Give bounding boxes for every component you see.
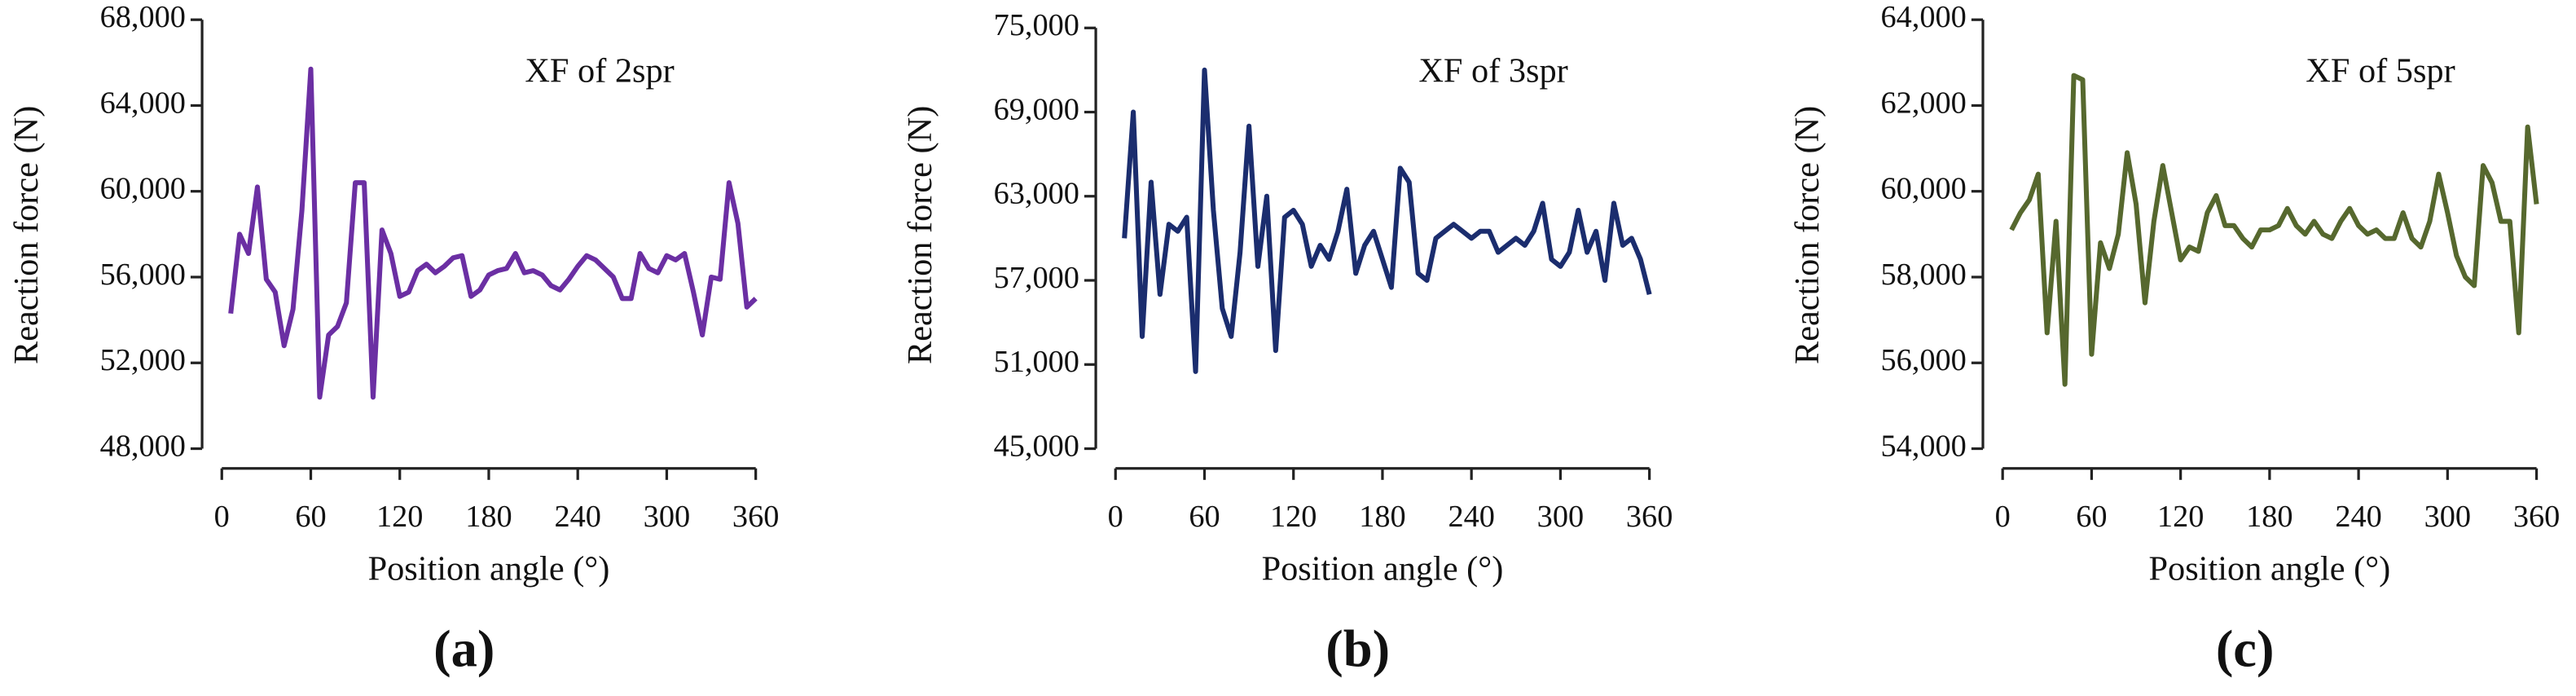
x-tick-label: 360 <box>732 500 779 534</box>
y-axis-label: Reaction force (N) <box>901 106 939 364</box>
x-tick-label: 120 <box>2157 500 2204 534</box>
panel-label: (a) <box>433 619 495 677</box>
x-tick-label: 0 <box>1108 500 1123 534</box>
y-axis-label: Reaction force (N) <box>1788 106 1826 364</box>
y-tick-label: 56,000 <box>1880 343 1966 377</box>
y-tick-label: 45,000 <box>994 429 1079 463</box>
x-tick-label: 180 <box>2246 500 2292 534</box>
line-series <box>1122 67 1652 374</box>
x-tick-label: 60 <box>2076 500 2107 534</box>
chart-title: XF of 5spr <box>2306 51 2455 90</box>
x-axis-label: Position angle (°) <box>2149 549 2391 588</box>
x-tick-label: 60 <box>295 500 326 534</box>
y-tick-label: 62,000 <box>1880 86 1966 120</box>
chart-title: XF of 3spr <box>1418 51 1567 90</box>
x-tick-label: 240 <box>2335 500 2381 534</box>
y-tick-label: 69,000 <box>994 92 1079 126</box>
y-tick-label: 56,000 <box>100 258 186 292</box>
y-tick-label: 68,000 <box>100 0 186 34</box>
y-tick-label: 75,000 <box>994 8 1079 42</box>
x-tick-label: 360 <box>2513 500 2560 534</box>
y-tick-label: 48,000 <box>100 429 186 463</box>
x-tick-label: 0 <box>214 500 230 534</box>
line-series <box>2009 73 2539 387</box>
x-tick-label: 240 <box>1448 500 1494 534</box>
y-tick-label: 64,000 <box>100 86 186 120</box>
x-tick-label: 180 <box>1359 500 1405 534</box>
panel-label: (b) <box>1325 619 1390 677</box>
x-tick-label: 60 <box>1189 500 1220 534</box>
y-tick-label: 60,000 <box>1880 172 1966 206</box>
y-tick-label: 52,000 <box>100 343 186 377</box>
y-tick-label: 51,000 <box>994 345 1079 379</box>
line-series <box>228 66 758 400</box>
x-tick-label: 240 <box>554 500 600 534</box>
x-tick-label: 120 <box>1270 500 1317 534</box>
x-axis-label: Position angle (°) <box>1262 549 1504 588</box>
x-tick-label: 120 <box>376 500 423 534</box>
x-tick-label: 300 <box>644 500 690 534</box>
y-axis-label: Reaction force (N) <box>7 106 46 364</box>
chart-title: XF of 2spr <box>525 51 674 90</box>
y-tick-label: 60,000 <box>100 172 186 206</box>
y-tick-label: 63,000 <box>994 177 1079 211</box>
y-tick-label: 54,000 <box>1880 429 1966 463</box>
x-axis-label: Position angle (°) <box>368 549 610 588</box>
x-tick-label: 300 <box>1537 500 1584 534</box>
x-tick-label: 0 <box>1995 500 2011 534</box>
y-tick-label: 57,000 <box>994 261 1079 295</box>
x-tick-label: 300 <box>2424 500 2471 534</box>
y-tick-label: 64,000 <box>1880 0 1966 34</box>
x-tick-label: 360 <box>1626 500 1673 534</box>
y-tick-label: 58,000 <box>1880 258 1966 292</box>
x-tick-label: 180 <box>465 500 512 534</box>
panel-label: (c) <box>2216 619 2275 677</box>
